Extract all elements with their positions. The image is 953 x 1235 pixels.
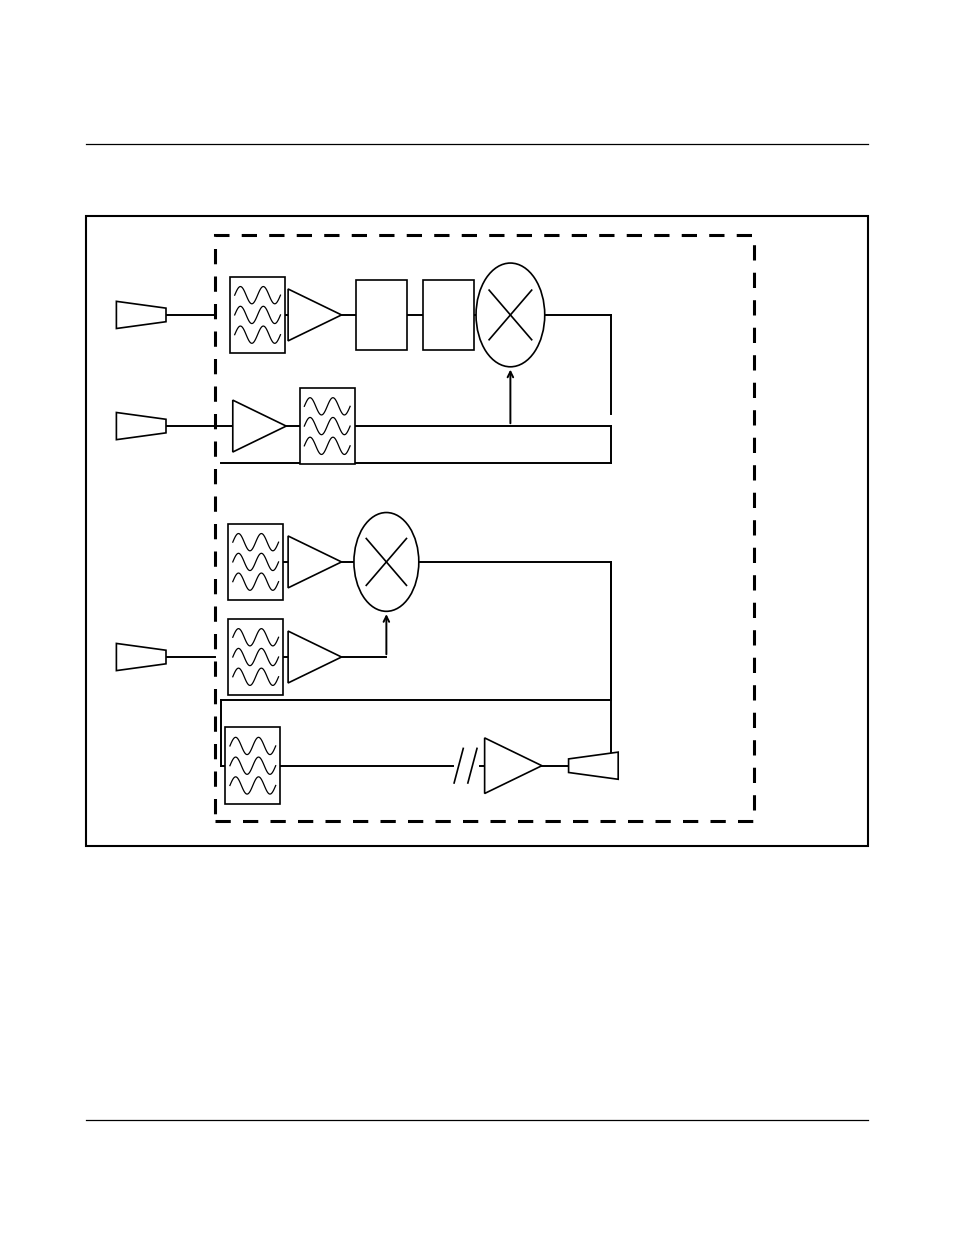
Polygon shape	[233, 400, 286, 452]
Bar	[355, 280, 407, 350]
Bar	[214, 235, 753, 821]
Polygon shape	[484, 737, 541, 794]
Ellipse shape	[354, 513, 418, 611]
Bar	[228, 524, 283, 600]
Bar	[422, 280, 474, 350]
Polygon shape	[288, 536, 341, 588]
Bar	[225, 727, 280, 804]
Ellipse shape	[476, 263, 544, 367]
Polygon shape	[288, 289, 341, 341]
Polygon shape	[116, 643, 166, 671]
Polygon shape	[116, 412, 166, 440]
Bar	[228, 619, 283, 695]
Bar	[230, 277, 285, 353]
Bar	[86, 216, 867, 846]
Polygon shape	[568, 752, 618, 779]
Bar	[299, 388, 355, 464]
Polygon shape	[116, 301, 166, 329]
Polygon shape	[288, 631, 341, 683]
